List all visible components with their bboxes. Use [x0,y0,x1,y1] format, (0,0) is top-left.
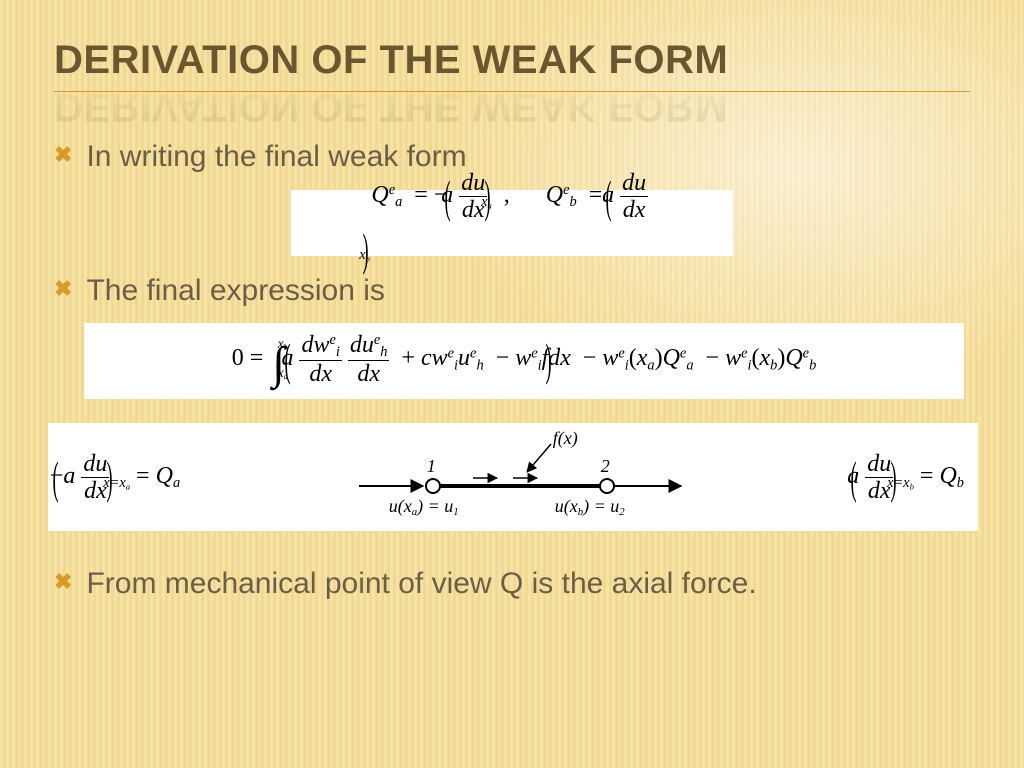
element-drawing: 1 2 f(x) u(xa) = u1 u(xb) = u2 [355,432,685,522]
u1-label: u(xa) = u1 [389,496,459,518]
title-area: DERIVATION OF THE WEAK FORM DERIVATION O… [54,38,970,92]
bullet-2: ✖ The final expression is [54,272,970,310]
bullet-marker-icon: ✖ [54,142,72,168]
bullet-marker-icon: ✖ [54,276,72,302]
u2-label: u(xb) = u2 [555,496,625,518]
slide-body: ✖ In writing the final weak form Qea = −… [54,138,970,603]
bullet-2-text: The final expression is [86,272,384,310]
slide: DERIVATION OF THE WEAK FORM DERIVATION O… [0,0,1024,768]
bullet-3: ✖ From mechanical point of view Q is the… [54,565,970,603]
distributed-load-label: f(x) [553,428,578,449]
bullet-marker-icon: ✖ [54,569,72,595]
element-diagram: (−a dudx )x=xa = Qa [48,423,978,531]
equation-2: 0 = ∫xbxa (a dweidx duehdx + cweiueh − w… [84,323,964,399]
bullet-3-text: From mechanical point of view Q is the a… [86,565,756,603]
title-reflection: DERIVATION OF THE WEAK FORM [54,84,728,129]
node-2-label: 2 [601,456,610,477]
slide-title: DERIVATION OF THE WEAK FORM [54,38,970,83]
node-1-label: 1 [427,456,436,477]
equation-1: Qea = − (a dudx )xa , Qeb = (a dudx )xb [291,190,733,256]
